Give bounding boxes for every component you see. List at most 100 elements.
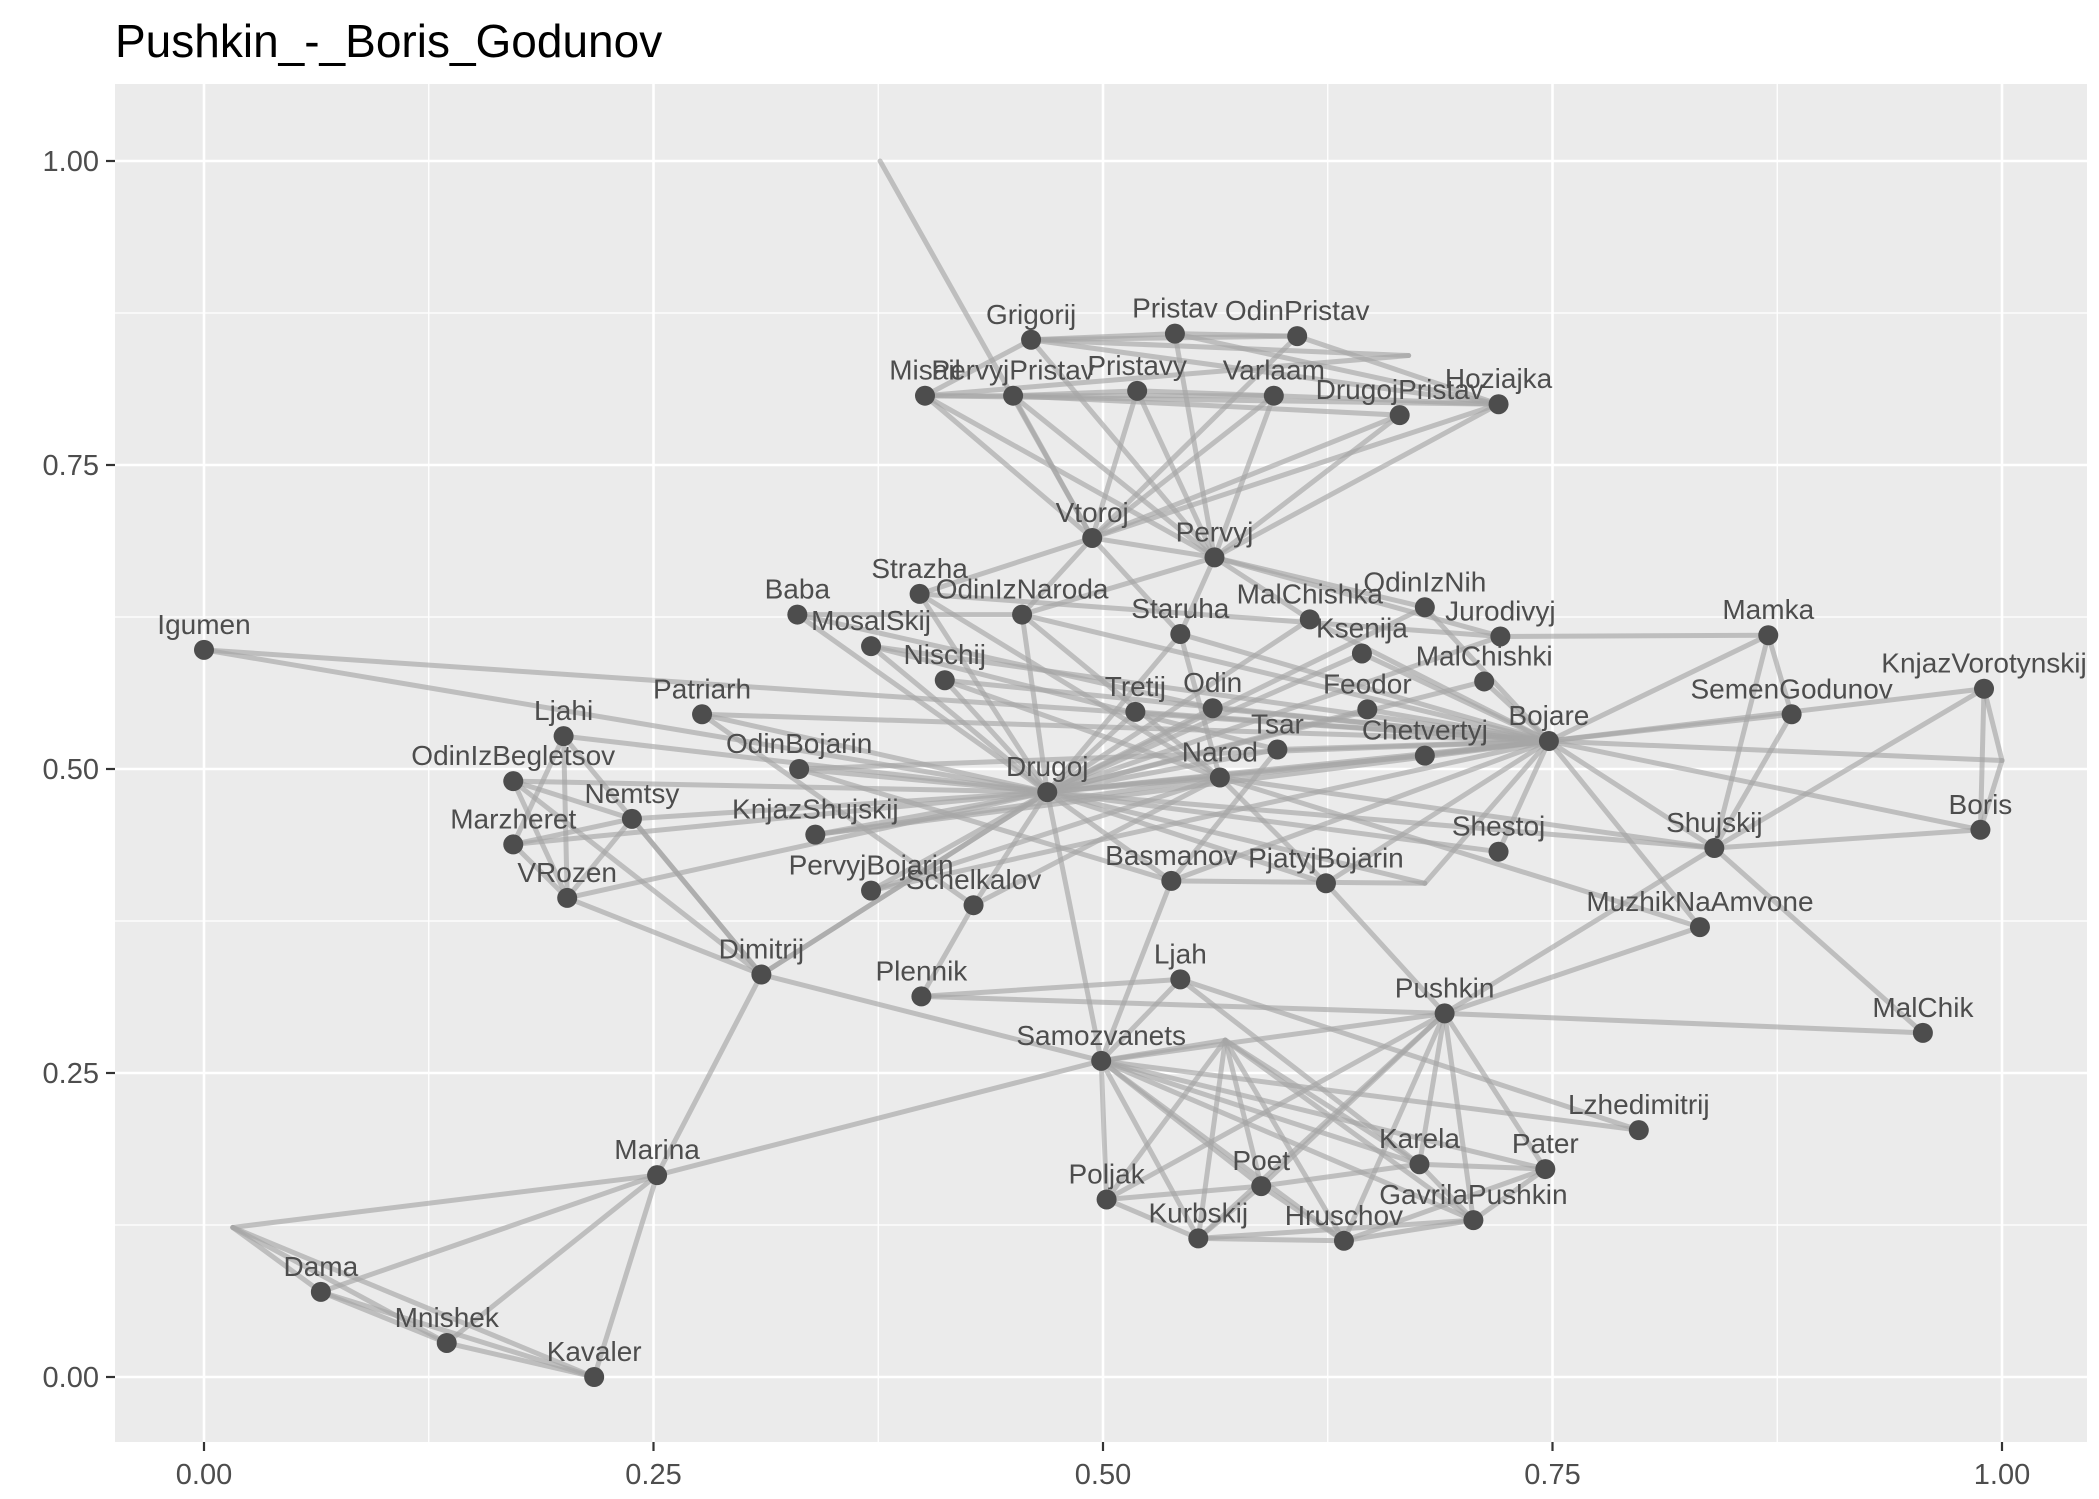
node-label: DrugojPristav [1316, 374, 1484, 405]
network-node [1003, 385, 1024, 406]
network-edge [1195, 1217, 1476, 1241]
network-edge [510, 816, 635, 847]
network-node [1125, 701, 1146, 722]
node-label: Mamka [1722, 594, 1814, 625]
network-edge [1422, 738, 1552, 886]
network-edge [1711, 845, 1926, 1036]
network-edge [561, 733, 570, 901]
network-edge [1497, 632, 1771, 639]
network-edge [1172, 331, 1217, 560]
x-tick-label: 0.50 [1075, 1459, 1131, 1491]
network-node [1535, 1159, 1556, 1180]
node-label: Staruha [1131, 593, 1229, 624]
node-label: Chetvertyj [1362, 715, 1488, 746]
network-node [861, 636, 882, 657]
network-edge [868, 775, 1223, 894]
network-edge [1177, 976, 1642, 1133]
network-edge [1711, 686, 1987, 851]
node-label: Ljahi [534, 695, 593, 726]
network-edge [1765, 632, 1795, 717]
network-node [1628, 1120, 1649, 1141]
network-node [1037, 782, 1058, 803]
network-node [1202, 698, 1223, 719]
network-node [557, 887, 578, 908]
network-edge [1546, 738, 2005, 763]
network-edge [1211, 412, 1403, 560]
y-tick-label: 0.50 [43, 754, 99, 786]
network-edge [1222, 1037, 1264, 1189]
node-label: Nemtsy [584, 778, 679, 809]
network-edge [230, 1224, 597, 1380]
network-edge [1177, 554, 1217, 637]
network-edge [1210, 705, 1552, 744]
network-edge [1104, 1010, 1448, 1202]
network-nodes [194, 323, 1995, 1387]
network-edge [1168, 878, 1428, 886]
network-edge [868, 643, 1050, 795]
network-node [1488, 394, 1509, 415]
network-node [1170, 624, 1191, 645]
node-label: Marina [614, 1134, 700, 1165]
network-edge [1044, 631, 1183, 795]
network-edge [1294, 333, 1502, 407]
network-edge [1222, 1037, 1347, 1244]
network-node [914, 385, 935, 406]
network-edge [942, 677, 1050, 795]
network-edge [794, 612, 1216, 711]
network-node [787, 604, 808, 625]
network-edge [922, 353, 1412, 399]
network-edge [1098, 1058, 1201, 1241]
network-edge [510, 778, 635, 822]
network-edge [564, 895, 764, 978]
network-node [805, 824, 826, 845]
network-edge [444, 1172, 660, 1346]
node-label: KnjazShujskij [732, 794, 899, 825]
network-edge [1168, 738, 1552, 884]
network-edge [1089, 388, 1140, 541]
x-tick-label: 1.00 [1974, 1459, 2030, 1491]
network-edge [1098, 1058, 1642, 1133]
network-edge [1104, 1183, 1264, 1202]
network-node [503, 771, 524, 792]
node-label: Drugoj [1006, 751, 1088, 782]
network-edge [564, 789, 1050, 901]
network-edge [510, 778, 1050, 795]
network-edge [918, 993, 1448, 1016]
network-node [1127, 380, 1148, 401]
network-edge [1323, 880, 1448, 1016]
network-edge [1089, 535, 1183, 637]
network-edge [699, 711, 1552, 744]
node-label: Kurbskij [1148, 1197, 1248, 1228]
node-label: Dimitrij [719, 934, 805, 965]
network-edge [1442, 845, 1717, 1016]
network-node [1409, 1154, 1430, 1175]
network-node [751, 964, 772, 985]
chart-title: Pushkin_-_Boris_Godunov [115, 15, 663, 67]
network-edge [444, 1340, 597, 1380]
network-edge [1010, 393, 1095, 541]
network-edge [917, 591, 1503, 639]
node-label: Lzhedimitrij [1568, 1089, 1710, 1120]
node-label: Ksenija [1316, 612, 1408, 643]
node-label: OdinIzNih [1363, 566, 1486, 597]
network-edge [1098, 1058, 1110, 1202]
network-edge [510, 778, 764, 978]
node-label: Basmanov [1105, 840, 1237, 871]
network-edge [812, 775, 1223, 838]
node-label: Dama [284, 1251, 359, 1282]
network-node [1299, 609, 1320, 630]
network-edge [1981, 686, 2005, 763]
node-label: Tretij [1105, 671, 1166, 702]
network-edge [922, 393, 1095, 541]
node-label: Ljah [1154, 938, 1207, 969]
network-edge [971, 775, 1223, 908]
network-edge [758, 789, 1050, 978]
network-node [436, 1332, 457, 1353]
network-edge [1195, 1037, 1228, 1241]
network-node [1414, 745, 1435, 766]
network-edge [1028, 337, 1502, 407]
network-edge [1168, 747, 1280, 884]
network-node [963, 895, 984, 916]
network-edge [1416, 1161, 1476, 1223]
network-edge [1364, 706, 1552, 744]
